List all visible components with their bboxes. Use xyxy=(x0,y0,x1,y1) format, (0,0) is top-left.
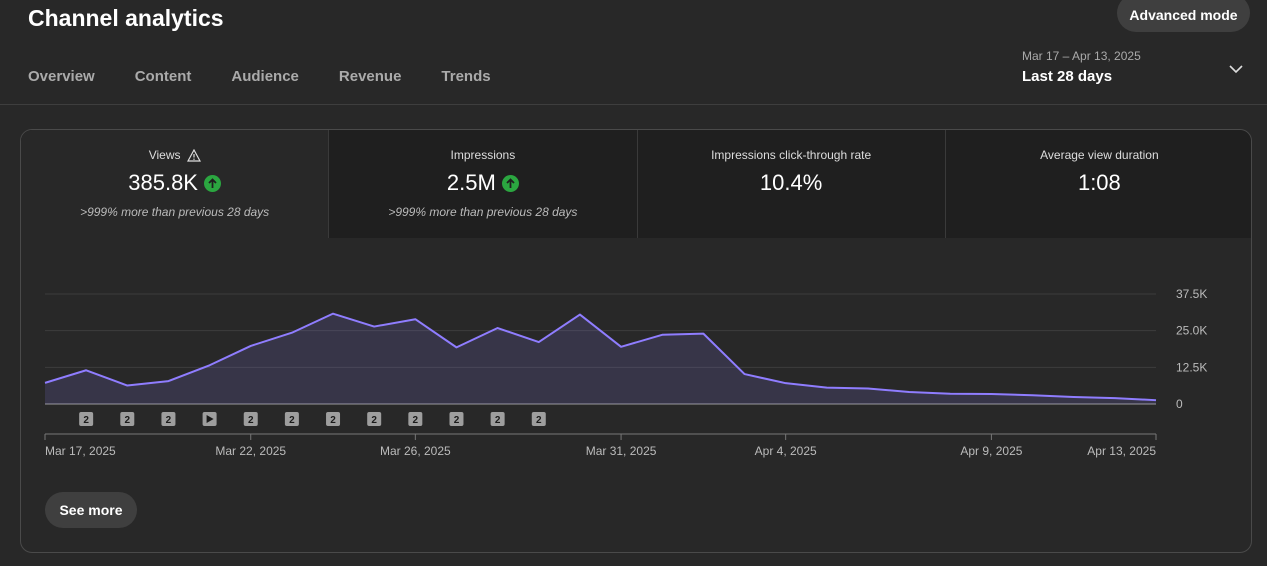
video-count-badge xyxy=(161,412,176,426)
data-point xyxy=(208,363,212,367)
metric-value: 1:08 xyxy=(1077,170,1121,195)
views-chart[interactable]: 37.5K 25.0K 12.5K 0 2 2 2 2 2 2 2 2 2 2 2 Mar 17, 2025 M… xyxy=(21,238,1252,478)
metric-value: 2.5M xyxy=(446,170,496,195)
video-count-badge xyxy=(79,412,94,426)
metric-ctr[interactable]: Impressions click-through rate 10.4% xyxy=(638,130,946,238)
tab-trends[interactable]: Trends xyxy=(441,68,491,85)
tab-overview[interactable]: Overview xyxy=(28,68,95,85)
arrow-up-icon xyxy=(203,174,221,192)
badge-label: 2 xyxy=(248,415,254,426)
x-tick-label: Mar 26, 2025 xyxy=(380,444,451,458)
metric-value: 10.4% xyxy=(759,170,823,195)
badge-label: 2 xyxy=(330,415,336,426)
video-count-badge xyxy=(243,412,258,426)
data-point xyxy=(743,372,747,376)
metric-impressions[interactable]: Impressions 2.5M >999% more than previou… xyxy=(329,130,638,238)
x-tick-label: Apr 4, 2025 xyxy=(755,444,817,458)
advanced-mode-button[interactable]: Advanced mode xyxy=(1117,0,1250,32)
data-point xyxy=(948,392,952,396)
series-area xyxy=(45,313,1156,404)
x-tick-label: Mar 17, 2025 xyxy=(45,444,116,458)
date-range-picker[interactable]: Mar 17 – Apr 13, 2025 Last 28 days xyxy=(1022,49,1141,85)
y-tick-label: 12.5K xyxy=(1176,360,1207,374)
data-point xyxy=(907,390,911,394)
data-point xyxy=(1154,398,1158,402)
data-point xyxy=(537,340,541,344)
data-point xyxy=(372,325,376,329)
metric-comparison: >999% more than previous 28 days xyxy=(388,205,578,219)
data-point xyxy=(784,381,788,385)
metric-views[interactable]: Views 385.8K >999% more than prev xyxy=(21,130,330,238)
tab-audience[interactable]: Audience xyxy=(231,68,299,85)
data-point xyxy=(825,386,829,390)
y-tick-label: 37.5K xyxy=(1176,287,1207,301)
data-point xyxy=(84,368,88,372)
badge-label: 2 xyxy=(413,415,419,426)
badge-label: 2 xyxy=(125,415,131,426)
metric-label: Impressions click-through rate xyxy=(711,148,872,162)
video-count-badge xyxy=(326,412,341,426)
video-count-badge xyxy=(367,412,382,426)
y-tick-label: 0 xyxy=(1176,397,1183,411)
y-tick-label: 25.0K xyxy=(1176,324,1207,338)
video-count-badge xyxy=(408,412,423,426)
chevron-down-icon[interactable] xyxy=(1229,62,1243,76)
badge-label: 2 xyxy=(289,415,295,426)
badge-label: 2 xyxy=(371,415,377,426)
date-range-text: Mar 17 – Apr 13, 2025 xyxy=(1022,49,1141,63)
metric-comparison: >999% more than previous 28 days xyxy=(80,205,270,219)
see-more-button[interactable]: See more xyxy=(45,492,137,528)
x-tick-label: Mar 22, 2025 xyxy=(215,444,286,458)
data-point xyxy=(125,384,129,388)
data-point xyxy=(989,392,993,396)
x-tick-label: Apr 9, 2025 xyxy=(960,444,1022,458)
video-count-badge xyxy=(531,412,546,426)
metric-label: Average view duration xyxy=(1040,148,1159,162)
data-point xyxy=(249,344,253,348)
data-point xyxy=(619,345,623,349)
data-point xyxy=(578,313,582,317)
warning-icon[interactable] xyxy=(186,148,201,162)
x-tick-label: Apr 13, 2025 xyxy=(1087,444,1156,458)
data-point xyxy=(701,332,705,336)
tab-revenue[interactable]: Revenue xyxy=(338,68,402,85)
video-count-badge xyxy=(284,412,299,426)
data-point xyxy=(331,312,335,316)
data-point xyxy=(866,386,870,390)
data-point xyxy=(1031,393,1035,397)
analytics-tabs: Overview Content Audience Revenue Trends xyxy=(28,68,531,103)
data-point xyxy=(454,345,458,349)
data-point xyxy=(43,381,47,385)
metric-label: Impressions xyxy=(450,148,516,162)
badge-label: 2 xyxy=(536,415,542,426)
x-tick-label: Mar 31, 2025 xyxy=(586,444,657,458)
date-period-text: Last 28 days xyxy=(1022,68,1113,85)
page-title: Channel analytics xyxy=(28,5,224,31)
play-icon xyxy=(206,415,214,423)
video-count-badge xyxy=(490,412,505,426)
data-point xyxy=(166,379,170,383)
metrics-row: Views 385.8K >999% more than prev xyxy=(21,130,1251,238)
header-divider xyxy=(0,104,1267,105)
metric-value: 385.8K xyxy=(128,170,198,195)
data-point xyxy=(496,326,500,330)
series-line xyxy=(44,312,1157,402)
analytics-card: Views 385.8K >999% more than prev xyxy=(20,129,1252,553)
tab-content[interactable]: Content xyxy=(134,68,192,85)
badge-label: 2 xyxy=(166,415,172,426)
video-count-badge xyxy=(449,412,464,426)
data-point xyxy=(660,333,664,337)
badge-label: 2 xyxy=(83,415,89,426)
badge-label: 2 xyxy=(454,415,460,426)
video-count-badge xyxy=(120,412,135,426)
badge-label: 2 xyxy=(495,415,501,426)
metric-label: Views xyxy=(148,148,181,162)
data-point xyxy=(290,331,294,335)
data-point xyxy=(1113,396,1117,400)
arrow-up-icon xyxy=(501,174,519,192)
metric-avg-view-duration[interactable]: Average view duration 1:08 xyxy=(946,130,1251,238)
data-point xyxy=(1072,395,1076,399)
data-point xyxy=(413,317,417,321)
